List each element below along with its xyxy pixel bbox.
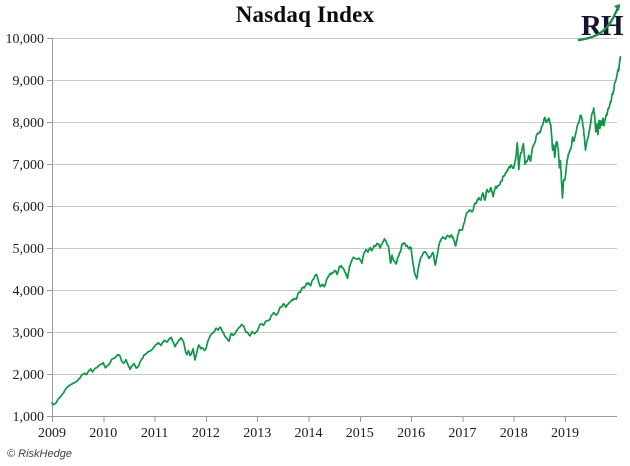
x-tick-label: 2016 — [397, 426, 425, 441]
y-tick-label: 5,000 — [13, 242, 45, 257]
x-tick-label: 2015 — [346, 426, 374, 441]
x-tick-label: 2019 — [551, 426, 579, 441]
x-tick-label: 2012 — [192, 426, 220, 441]
logo-text: RH — [581, 10, 624, 42]
x-tick-label: 2011 — [141, 426, 168, 441]
riskhedge-logo: RH — [577, 2, 627, 44]
x-tick-label: 2018 — [500, 426, 528, 441]
y-tick-label: 1,000 — [13, 410, 45, 425]
x-tick-label: 2009 — [38, 426, 66, 441]
x-tick-label: 2014 — [295, 426, 323, 441]
y-tick-label: 10,000 — [6, 32, 45, 47]
y-tick-label: 3,000 — [13, 326, 45, 341]
y-tick-label: 7,000 — [13, 158, 45, 173]
y-tick-label: 2,000 — [13, 368, 45, 383]
x-tick-label: 2013 — [243, 426, 271, 441]
x-tick-label: 2010 — [89, 426, 117, 441]
y-tick-label: 8,000 — [13, 116, 45, 131]
y-tick-label: 4,000 — [13, 284, 45, 299]
x-tick-label: 2017 — [448, 426, 476, 441]
growth-arrow-icon — [577, 4, 621, 42]
y-tick-label: 6,000 — [13, 200, 45, 215]
nasdaq-price-line — [51, 56, 622, 406]
chart-title: Nasdaq Index — [235, 2, 375, 27]
y-tick-label: 9,000 — [13, 74, 45, 89]
copyright-credit: © RiskHedge — [7, 448, 72, 460]
